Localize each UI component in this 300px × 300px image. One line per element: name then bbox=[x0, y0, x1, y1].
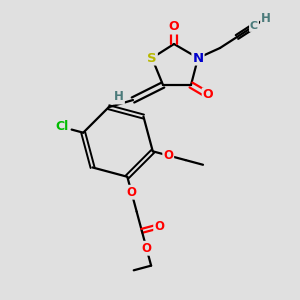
Text: O: O bbox=[154, 220, 164, 233]
Text: O: O bbox=[127, 186, 136, 199]
Text: H: H bbox=[114, 91, 124, 103]
Text: S: S bbox=[147, 52, 157, 64]
Text: Cl: Cl bbox=[56, 121, 69, 134]
Text: C: C bbox=[250, 21, 258, 31]
Text: H: H bbox=[261, 11, 271, 25]
Text: N: N bbox=[192, 52, 204, 64]
Text: O: O bbox=[203, 88, 213, 101]
Text: O: O bbox=[169, 20, 179, 34]
Text: O: O bbox=[142, 242, 152, 255]
Text: O: O bbox=[163, 149, 173, 162]
